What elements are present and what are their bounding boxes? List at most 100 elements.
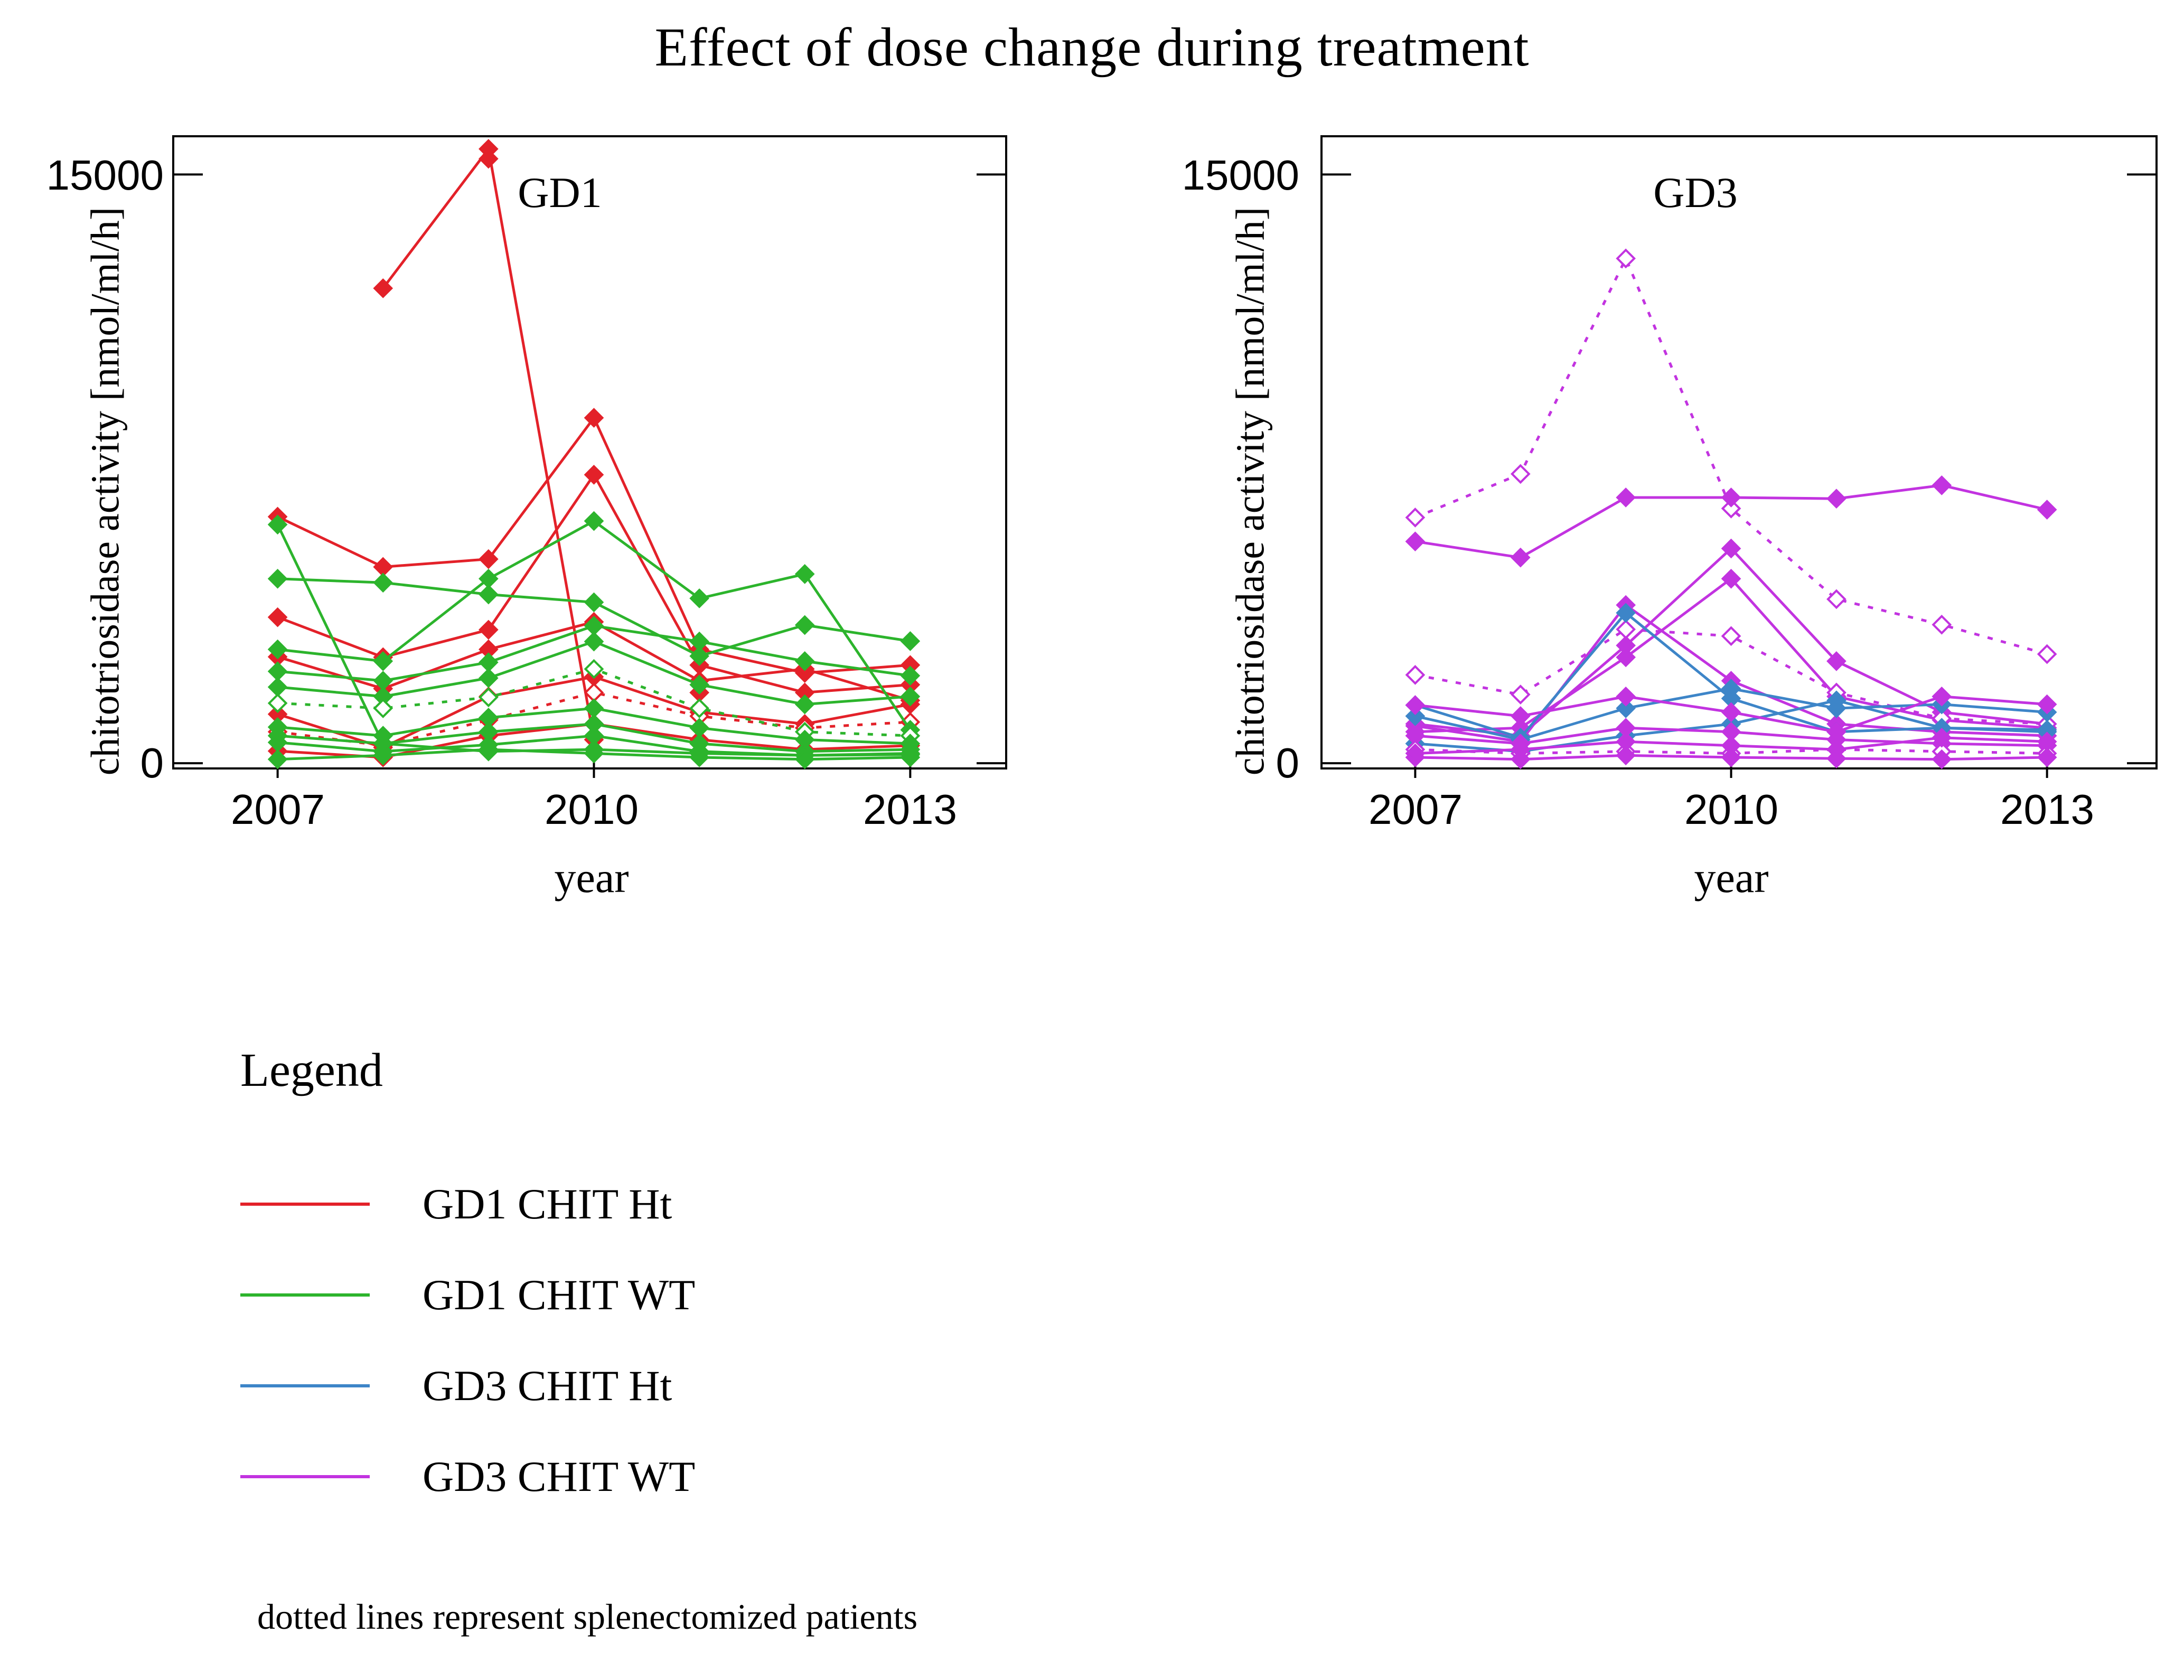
legend-line-gd1-ht [240, 1203, 370, 1206]
legend-label-gd3-wt: GD3 CHIT WT [423, 1452, 696, 1500]
gd1-ytick-15000: 15000 [46, 152, 164, 199]
data-point-diamond [479, 148, 499, 169]
gd1-yaxis-label: chitotriosidase activity [nmol/ml/h] [83, 207, 128, 776]
data-point-diamond [267, 607, 288, 627]
gd3-yaxis-label: chitotriosidase activity [nmol/ml/h] [1228, 207, 1273, 776]
gd3-xtick-2013: 2013 [2000, 786, 2094, 833]
data-point-diamond [1405, 706, 1426, 726]
data-point-diamond [1616, 686, 1636, 707]
legend-line-gd1-wt [240, 1293, 370, 1297]
data-point-diamond [1616, 603, 1636, 623]
data-point-diamond [584, 659, 604, 679]
data-point-diamond [584, 743, 604, 764]
data-point-diamond [900, 665, 921, 686]
data-point-diamond [1405, 695, 1426, 715]
data-point-diamond [1405, 508, 1426, 528]
data-point-diamond [1721, 702, 1741, 722]
data-point-diamond [794, 694, 815, 715]
data-point-diamond [373, 651, 393, 671]
legend-label-gd3-ht: GD3 CHIT Ht [423, 1362, 672, 1410]
data-point-diamond [1616, 698, 1636, 718]
data-point-diamond [1510, 464, 1531, 484]
data-point-diamond [1721, 538, 1741, 559]
data-point-diamond [1721, 679, 1741, 699]
data-point-diamond [1721, 747, 1741, 767]
data-point-diamond [794, 564, 815, 584]
gd1-xtick-2013: 2013 [863, 786, 957, 833]
data-point-diamond [373, 745, 393, 766]
data-point-diamond [1721, 487, 1741, 508]
data-point-diamond [479, 620, 499, 640]
data-point-diamond [1932, 614, 1952, 635]
data-point-diamond [2037, 731, 2057, 752]
data-point-diamond [2037, 644, 2057, 664]
data-point-diamond [1932, 749, 1952, 769]
data-point-diamond [1616, 248, 1636, 269]
data-point-diamond [1826, 589, 1846, 609]
data-point-diamond [2037, 747, 2057, 767]
data-point-diamond [1721, 626, 1741, 646]
data-point-diamond [1616, 647, 1636, 668]
legend-label-gd1-ht: GD1 CHIT Ht [423, 1180, 672, 1228]
data-point-diamond [1932, 475, 1952, 495]
data-point-diamond [689, 698, 709, 718]
data-point-diamond [1826, 651, 1846, 671]
data-point-diamond [1405, 743, 1426, 764]
data-point-diamond [689, 747, 709, 767]
data-point-diamond [900, 631, 921, 651]
gd3-ytick-15000: 15000 [1182, 152, 1299, 199]
data-point-diamond [900, 747, 921, 767]
data-point-diamond [479, 668, 499, 688]
data-point-diamond [2037, 500, 2057, 520]
data-point-diamond [689, 631, 709, 652]
gd1-xaxis-label: year [554, 853, 629, 902]
data-point-diamond [1721, 735, 1741, 756]
legend-title: Legend [240, 1044, 383, 1096]
data-point-diamond [267, 749, 288, 769]
chart-title: Effect of dose change during treatment [654, 17, 1530, 78]
data-point-diamond [267, 677, 288, 697]
gd1-plot-svg [172, 135, 1007, 778]
data-point-diamond [584, 408, 604, 428]
legend-label-gd1-wt: GD1 CHIT WT [423, 1271, 696, 1319]
data-point-diamond [584, 631, 604, 652]
data-point-diamond [689, 588, 709, 608]
data-point-diamond [689, 674, 709, 695]
data-point-diamond [267, 639, 288, 660]
data-point-diamond [1826, 739, 1846, 759]
data-point-diamond [584, 465, 604, 485]
data-point-diamond [267, 514, 288, 535]
data-point-diamond [1826, 690, 1846, 711]
gd1-ytick-0: 0 [140, 739, 164, 786]
plot-border [1320, 135, 2158, 769]
data-point-diamond [479, 687, 499, 708]
gd3-plot-svg [1320, 135, 2158, 778]
legend-line-gd3-ht [240, 1384, 370, 1387]
plot-border [172, 135, 1007, 769]
data-point-diamond [2037, 694, 2057, 715]
data-point-diamond [1510, 684, 1531, 705]
data-point-diamond [689, 646, 709, 667]
gd3-panel-label: GD3 [1653, 168, 1738, 217]
data-point-diamond [1721, 568, 1741, 589]
data-point-diamond [794, 615, 815, 635]
data-point-diamond [373, 698, 393, 718]
data-point-diamond [1932, 686, 1952, 707]
data-point-diamond [1616, 745, 1636, 766]
gd3-xtick-2007: 2007 [1368, 786, 1463, 833]
data-point-diamond [584, 592, 604, 613]
legend-line-gd3-wt [240, 1475, 370, 1478]
data-point-diamond [267, 693, 288, 714]
data-point-diamond [267, 568, 288, 589]
data-point-diamond [794, 749, 815, 769]
data-point-diamond [479, 549, 499, 569]
data-point-diamond [1932, 727, 1952, 748]
data-point-diamond [1510, 706, 1531, 726]
data-point-diamond [794, 651, 815, 671]
series-line-dotted [1414, 255, 2048, 655]
data-point-diamond [1721, 498, 1741, 519]
gd1-panel-label: GD1 [518, 168, 602, 217]
footnote: dotted lines represent splenectomized pa… [257, 1597, 918, 1637]
data-point-diamond [373, 572, 393, 593]
